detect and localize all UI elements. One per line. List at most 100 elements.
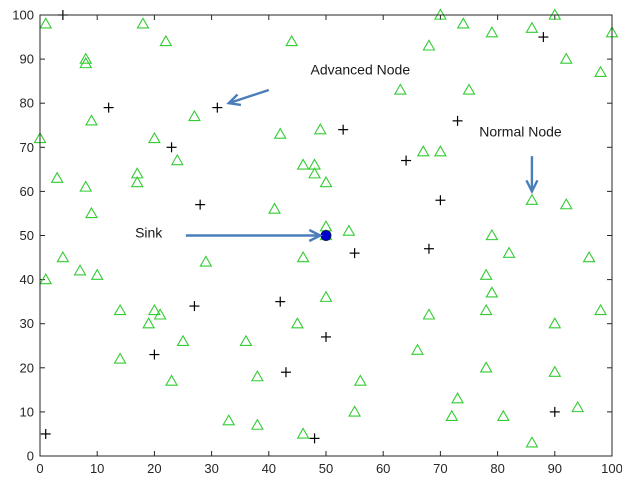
normal-node-marker xyxy=(73,264,87,276)
normal-node-marker xyxy=(39,272,53,285)
normal-node-marker xyxy=(496,409,510,421)
annotation-label: Advanced Node xyxy=(310,62,410,78)
normal-node-marker xyxy=(250,370,264,382)
normal-node-marker xyxy=(525,193,539,205)
normal-node-marker xyxy=(422,39,436,51)
normal-node-marker xyxy=(296,250,310,263)
normal-node-marker xyxy=(153,308,167,320)
normal-node-marker xyxy=(594,303,608,316)
annotation-arrow-head xyxy=(226,93,242,107)
normal-node-marker xyxy=(594,65,608,78)
advanced-node-marker xyxy=(275,296,286,307)
normal-node-marker xyxy=(222,414,236,426)
y-tick-label: 70 xyxy=(20,140,34,155)
normal-node-marker xyxy=(353,374,367,386)
y-tick-label: 90 xyxy=(20,52,34,67)
normal-node-marker xyxy=(485,286,499,298)
x-tick-label: 20 xyxy=(147,461,161,476)
normal-node-marker xyxy=(571,400,585,413)
advanced-node-marker xyxy=(195,199,206,210)
normal-node-marker xyxy=(525,436,539,448)
normal-node-marker xyxy=(50,171,64,183)
x-tick-label: 0 xyxy=(36,461,43,476)
advanced-node-marker xyxy=(349,248,360,259)
x-axis: 0 10 20 30 40 50 60 70 80 90 100 xyxy=(36,15,622,476)
normal-node-marker xyxy=(479,361,493,373)
normal-node-marker xyxy=(485,228,499,241)
normal-node-marker xyxy=(348,405,362,417)
advanced-node-marker xyxy=(338,124,349,135)
annotation-label: Normal Node xyxy=(479,123,562,139)
normal-node-marker xyxy=(147,131,161,144)
advanced-node-marker xyxy=(401,155,412,166)
normal-node-marker xyxy=(313,123,327,135)
y-tick-label: 80 xyxy=(20,96,34,111)
advanced-node-marker xyxy=(435,195,446,206)
normal-node-marker xyxy=(559,52,573,64)
advanced-node-marker xyxy=(549,406,560,417)
normal-node-marker xyxy=(422,308,436,320)
x-tick-label: 30 xyxy=(204,461,218,476)
x-tick-label: 40 xyxy=(262,461,276,476)
y-tick-label: 10 xyxy=(20,404,34,419)
normal-node-marker xyxy=(39,17,53,29)
normal-node-marker xyxy=(79,180,93,192)
y-axis: 0 10 20 30 40 50 60 70 80 90 100 xyxy=(12,8,612,464)
normal-node-marker xyxy=(456,17,470,29)
x-tick-label: 10 xyxy=(90,461,104,476)
normal-node-marker xyxy=(319,290,333,302)
normal-node-marker xyxy=(187,109,201,122)
normal-node-marker xyxy=(56,250,70,263)
advanced-node-marker xyxy=(149,349,160,360)
x-tick-label: 60 xyxy=(376,461,390,476)
advanced-node-marker xyxy=(538,32,549,43)
normal-node-marker xyxy=(176,334,190,347)
advanced-node-marker xyxy=(166,142,177,153)
y-tick-label: 40 xyxy=(20,272,34,287)
normal-node-marker xyxy=(548,365,562,377)
normal-node-marker xyxy=(582,250,596,263)
normal-node-marker xyxy=(273,127,287,139)
normal-node-marker xyxy=(445,409,459,421)
normal-node-marker xyxy=(159,34,173,47)
y-tick-label: 50 xyxy=(20,228,34,243)
normal-node-marker xyxy=(113,352,127,364)
x-tick-label: 100 xyxy=(601,461,622,476)
normal-node-marker xyxy=(462,83,476,95)
normal-node-marker xyxy=(290,317,304,329)
normal-node-marker xyxy=(79,56,93,69)
normal-node-marker xyxy=(79,52,93,64)
normal-node-marker xyxy=(90,268,104,280)
normal-node-marker xyxy=(559,198,573,210)
advanced-node-marker xyxy=(321,331,331,342)
advanced-node-marker xyxy=(452,115,463,126)
advanced-node-marker xyxy=(40,428,51,439)
normal-node-marker xyxy=(268,202,281,214)
normal-node-marker xyxy=(296,427,310,439)
normal-node-marker xyxy=(416,145,430,157)
advanced-node-marker xyxy=(280,367,291,378)
normal-node-marker xyxy=(433,8,447,20)
advanced-node-marker xyxy=(309,433,320,444)
annotation-arrow-shaft xyxy=(228,88,270,105)
normal-node-marker xyxy=(170,153,184,166)
advanced-node-marker xyxy=(212,102,223,113)
normal-node-marker xyxy=(142,317,156,329)
data-markers xyxy=(33,8,619,448)
normal-node-marker xyxy=(130,175,144,188)
normal-node-marker xyxy=(433,145,447,157)
normal-node-marker xyxy=(239,334,253,347)
y-tick-label: 30 xyxy=(20,316,34,331)
normal-node-marker xyxy=(479,268,493,280)
y-tick-label: 20 xyxy=(20,360,34,375)
x-tick-label: 50 xyxy=(319,461,333,476)
advanced-node-marker xyxy=(423,243,434,254)
normal-node-marker xyxy=(479,303,493,316)
normal-node-marker xyxy=(548,317,562,329)
normal-node-marker xyxy=(502,246,516,258)
x-tick-label: 70 xyxy=(433,461,447,476)
x-tick-label: 80 xyxy=(490,461,504,476)
normal-node-marker xyxy=(308,167,322,179)
normal-node-marker xyxy=(485,26,499,38)
